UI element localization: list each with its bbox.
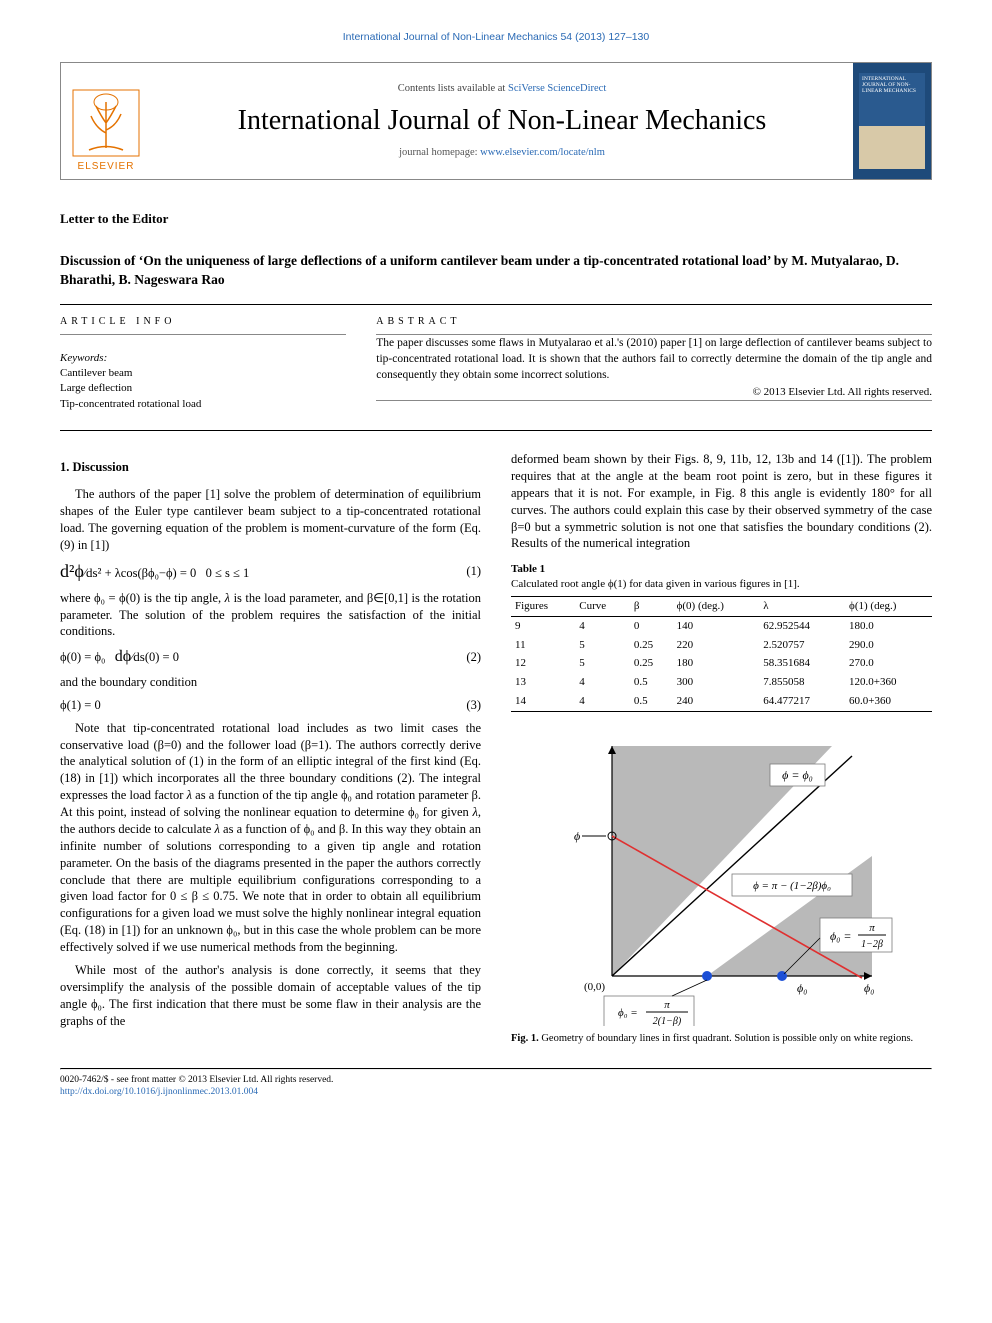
elsevier-tree-icon	[71, 88, 141, 158]
abstract-text: The paper discusses some flaws in Mutyal…	[376, 335, 932, 383]
doi-link[interactable]: http://dx.doi.org/10.1016/j.ijnonlinmec.…	[60, 1087, 258, 1097]
th: ϕ(1) (deg.)	[845, 596, 932, 616]
th: Curve	[575, 596, 630, 616]
svg-text:ϕ = π − (1−2β)ϕ₀: ϕ = π − (1−2β)ϕ₀	[753, 880, 831, 892]
figure-1-caption: Fig. 1. Geometry of boundary lines in fi…	[511, 1032, 932, 1046]
keywords-list: Cantilever beam Large deflection Tip-con…	[60, 366, 346, 412]
cover-thumb-text: INTERNATIONAL JOURNAL OF NON-LINEAR MECH…	[859, 73, 925, 94]
publisher-name: ELSEVIER	[78, 160, 135, 174]
svg-text:1−2β: 1−2β	[861, 939, 883, 950]
homepage-link[interactable]: www.elsevier.com/locate/nlm	[480, 147, 605, 158]
abstract-copyright: © 2013 Elsevier Ltd. All rights reserved…	[376, 385, 932, 400]
th: Figures	[511, 596, 575, 616]
svg-text:ϕ₀ =: ϕ₀ =	[618, 1007, 638, 1019]
table-1-block: Table 1 Calculated root angle ϕ(1) for d…	[511, 562, 932, 712]
para-5: deformed beam shown by their Figs. 8, 9,…	[511, 451, 932, 552]
keyword: Tip-concentrated rotational load	[60, 397, 346, 412]
section-1-heading: 1. Discussion	[60, 459, 481, 476]
table-row: 94014062.952544180.0	[511, 616, 932, 635]
cover-thumb: INTERNATIONAL JOURNAL OF NON-LINEAR MECH…	[853, 63, 931, 179]
article-info-column: ARTICLE INFO Keywords: Cantilever beam L…	[60, 315, 346, 413]
svg-text:2(1−β): 2(1−β)	[652, 1016, 681, 1026]
keyword: Large deflection	[60, 381, 346, 396]
table-row: 1440.524064.47721760.0+360	[511, 692, 932, 711]
table-1: Figures Curve β ϕ(0) (deg.) λ ϕ(1) (deg.…	[511, 596, 932, 712]
svg-text:π: π	[664, 999, 670, 1011]
abstract-column: ABSTRACT The paper discusses some flaws …	[376, 315, 932, 413]
fig1-label: Fig. 1.	[511, 1033, 539, 1044]
table-1-caption: Calculated root angle ϕ(1) for data give…	[511, 577, 932, 592]
homepage-line: journal homepage: www.elsevier.com/locat…	[151, 146, 853, 160]
abstract-heading: ABSTRACT	[376, 315, 932, 329]
svg-text:ϕ: ϕ	[574, 829, 580, 843]
para-1: The authors of the paper [1] solve the p…	[60, 486, 481, 554]
svg-text:(0,0): (0,0)	[584, 981, 605, 993]
th: β	[630, 596, 673, 616]
para-2: where ϕ₀ = ϕ(0) is the tip angle, λ is t…	[60, 590, 481, 641]
th: λ	[759, 596, 845, 616]
scidirect-link[interactable]: SciVerse ScienceDirect	[508, 83, 606, 94]
svg-text:ϕ₀: ϕ₀	[797, 981, 807, 995]
svg-text:ϕ₀ =: ϕ₀ =	[830, 929, 851, 943]
table-row: 1340.53007.855058120.0+360	[511, 673, 932, 692]
contents-prefix: Contents lists available at	[398, 83, 508, 94]
th: ϕ(0) (deg.)	[673, 596, 760, 616]
article-title: Discussion of ‘On the uniqueness of larg…	[60, 252, 932, 290]
fig1-caption-text: Geometry of boundary lines in first quad…	[539, 1033, 913, 1044]
equation-2: ϕ(0) = ϕ₀ dϕ⁄ds(0) = 0 (2)	[60, 646, 481, 668]
footer-line-1: 0020-7462/$ - see front matter © 2013 El…	[60, 1074, 932, 1086]
journal-title: International Journal of Non-Linear Mech…	[151, 102, 853, 140]
table-row: 1150.252202.520757290.0	[511, 636, 932, 655]
para-3: Note that tip-concentrated rotational lo…	[60, 720, 481, 956]
eq3-number: (3)	[466, 697, 481, 714]
eq2-number: (2)	[466, 649, 481, 666]
eq2-body: ϕ(0) = ϕ₀ dϕ⁄ds(0) = 0	[60, 646, 179, 668]
table-row: 1250.2518058.351684270.0	[511, 654, 932, 673]
svg-text:ϕ₀: ϕ₀	[864, 981, 874, 995]
homepage-prefix: journal homepage:	[399, 147, 480, 158]
figure-1-block: ϕ ϕ = ϕ₀ ϕ = π − (1−2β)ϕ₀ ϕ₀ = π 1−2β (0,0) ϕ₀ ϕ…	[511, 726, 932, 1046]
footer-doi: http://dx.doi.org/10.1016/j.ijnonlinmec.…	[60, 1086, 932, 1098]
body-columns: 1. Discussion The authors of the paper […	[60, 451, 932, 1046]
letter-to-editor-heading: Letter to the Editor	[60, 210, 932, 228]
para-4: While most of the author's analysis is d…	[60, 962, 481, 1030]
svg-text:π: π	[869, 922, 875, 934]
eq1-number: (1)	[466, 563, 481, 580]
eq3-body: ϕ(1) = 0	[60, 697, 101, 714]
table-1-label: Table 1	[511, 562, 932, 577]
journal-header: ELSEVIER Contents lists available at Sci…	[60, 62, 932, 180]
keywords-label: Keywords:	[60, 351, 346, 366]
article-info-heading: ARTICLE INFO	[60, 315, 346, 329]
footer: 0020-7462/$ - see front matter © 2013 El…	[60, 1074, 932, 1099]
equation-1: d²ϕ⁄ds² + λcos(βϕ₀−ϕ) = 0 0 ≤ s ≤ 1 (1)	[60, 559, 481, 583]
contents-line: Contents lists available at SciVerse Sci…	[151, 82, 853, 96]
eq1-body: d²ϕ⁄ds² + λcos(βϕ₀−ϕ) = 0 0 ≤ s ≤ 1	[60, 559, 249, 583]
para-bc: and the boundary condition	[60, 674, 481, 691]
equation-3: ϕ(1) = 0 (3)	[60, 697, 481, 714]
keyword: Cantilever beam	[60, 366, 346, 381]
svg-text:ϕ = ϕ₀: ϕ = ϕ₀	[782, 768, 813, 782]
figure-1-svg: ϕ ϕ = ϕ₀ ϕ = π − (1−2β)ϕ₀ ϕ₀ = π 1−2β (0,0) ϕ₀ ϕ…	[542, 726, 902, 1026]
running-head: International Journal of Non-Linear Mech…	[60, 30, 932, 44]
publisher-logo-block: ELSEVIER	[61, 63, 151, 179]
